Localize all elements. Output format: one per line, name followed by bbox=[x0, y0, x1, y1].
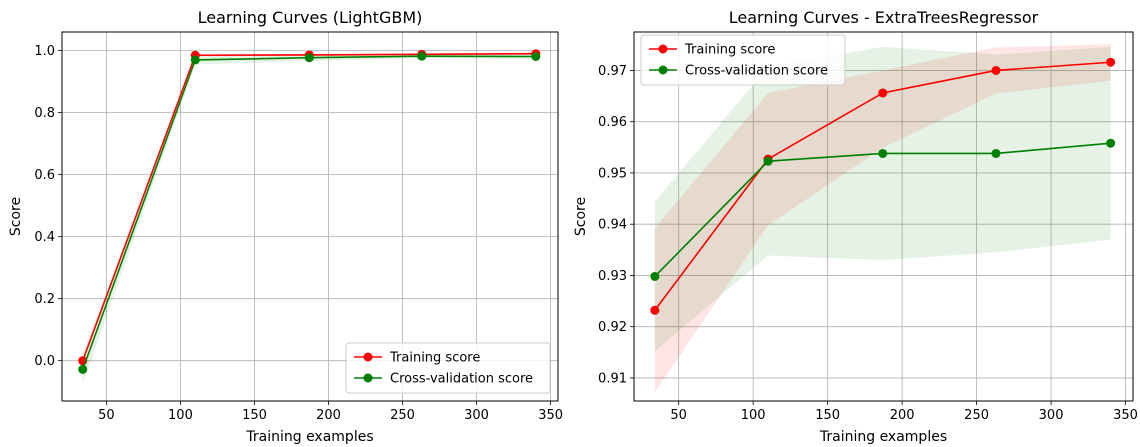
x-tick-label: 50 bbox=[670, 408, 687, 423]
legend-box bbox=[640, 34, 846, 86]
x-tick-label: 150 bbox=[815, 408, 840, 423]
legend-marker bbox=[363, 352, 373, 362]
chart-1: 50 100 150 200 250 300 350 0.0 0.2 0.4 0.6 0.8 1.0 Le… bbox=[8, 8, 563, 445]
data-point bbox=[304, 53, 314, 63]
plot-frame bbox=[633, 31, 1134, 402]
confidence-band-2 bbox=[654, 46, 1111, 352]
confidence-band-2 bbox=[82, 54, 536, 384]
legend-label: Training score bbox=[684, 43, 775, 58]
data-point bbox=[417, 51, 427, 61]
legend-label: Cross-validation score bbox=[685, 64, 828, 79]
x-tick-label: 50 bbox=[98, 408, 115, 423]
data-point bbox=[78, 364, 88, 374]
y-tick-label: 0.91 bbox=[598, 371, 627, 386]
data-point bbox=[991, 65, 1001, 75]
chart-title: Learning Curves - ExtraTreesRegressor bbox=[729, 8, 1039, 27]
y-tick-label: 0.2 bbox=[34, 292, 55, 307]
x-tick-label: 200 bbox=[890, 408, 915, 423]
confidence-band-1 bbox=[82, 52, 536, 363]
x-tick-label: 250 bbox=[390, 408, 415, 423]
y-tick-label: 0.4 bbox=[34, 230, 55, 245]
series-line-2 bbox=[81, 55, 536, 370]
data-point bbox=[650, 305, 660, 315]
y-tick-label: 0.93 bbox=[598, 269, 627, 284]
series-line-1 bbox=[81, 52, 536, 361]
x-tick-label: 100 bbox=[168, 408, 193, 423]
confidence-band-1 bbox=[654, 44, 1111, 393]
x-tick-label: 200 bbox=[316, 408, 341, 423]
y-tick-label: 1.0 bbox=[34, 44, 55, 59]
plot-frame bbox=[61, 31, 559, 402]
legend-label: Training score bbox=[389, 351, 480, 366]
data-point bbox=[650, 271, 660, 281]
legend-marker bbox=[658, 65, 668, 75]
y-tick-label: 0.92 bbox=[598, 320, 627, 335]
chart-title: Learning Curves (LightGBM) bbox=[198, 8, 423, 27]
x-tick-label: 250 bbox=[964, 408, 989, 423]
x-tick-label: 100 bbox=[741, 408, 766, 423]
y-tick-label: 0.8 bbox=[34, 106, 55, 121]
data-point bbox=[1106, 138, 1116, 148]
legend-box bbox=[345, 342, 551, 394]
legend-label: Cross-validation score bbox=[390, 372, 533, 387]
data-point bbox=[531, 51, 541, 61]
y-tick-label: 0.95 bbox=[598, 166, 627, 181]
y-tick-label: 0.94 bbox=[598, 218, 627, 233]
x-axis-label: Training examples bbox=[245, 429, 373, 445]
legend: Training score Cross-validation score bbox=[345, 342, 551, 394]
data-point bbox=[763, 156, 773, 166]
x-tick-label: 300 bbox=[1039, 408, 1064, 423]
data-point bbox=[1106, 57, 1116, 67]
data-point bbox=[190, 55, 200, 65]
y-tick-label: 0.6 bbox=[34, 168, 55, 183]
x-axis-label: Training examples bbox=[819, 429, 947, 445]
x-tick-label: 150 bbox=[242, 408, 267, 423]
y-axis-label: Score bbox=[8, 197, 24, 236]
x-tick-label: 350 bbox=[1113, 408, 1138, 423]
legend-marker bbox=[363, 373, 373, 383]
y-axis-label: Score bbox=[573, 197, 589, 236]
x-tick-label: 350 bbox=[538, 408, 563, 423]
data-point bbox=[991, 148, 1001, 158]
y-tick-label: 0.96 bbox=[598, 115, 627, 130]
y-tick-label: 0.97 bbox=[598, 64, 627, 79]
legend: Training score Cross-validation score bbox=[640, 34, 846, 86]
chart-2: 50 100 150 200 250 300 350 0.91 0.92 0.93 0.94 0.95… bbox=[573, 8, 1138, 445]
data-point bbox=[878, 88, 888, 98]
data-point bbox=[878, 148, 888, 158]
x-tick-label: 300 bbox=[464, 408, 489, 423]
y-tick-label: 0.0 bbox=[34, 354, 55, 369]
legend-marker bbox=[658, 44, 668, 54]
